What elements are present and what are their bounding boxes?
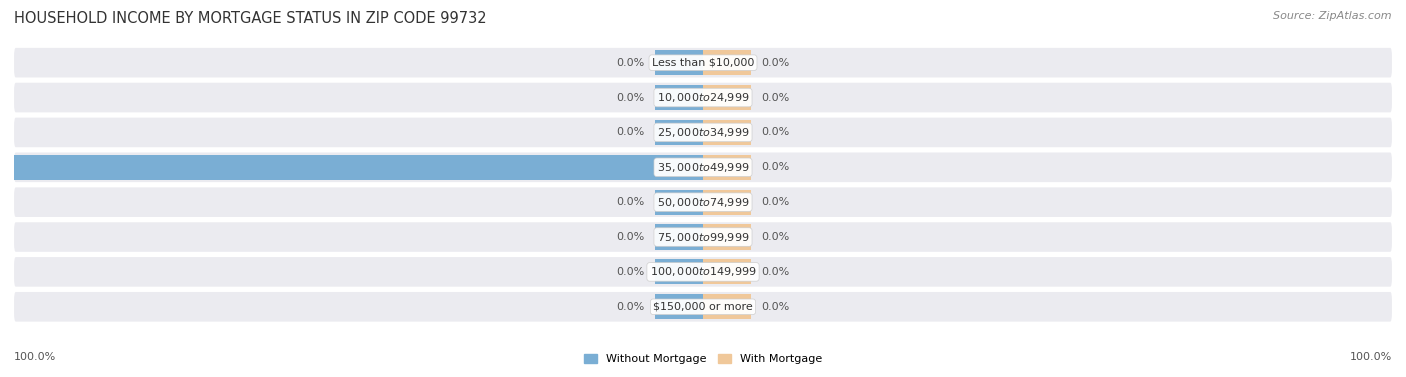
Text: $150,000 or more: $150,000 or more [654,302,752,312]
FancyBboxPatch shape [14,152,1392,182]
Text: Source: ZipAtlas.com: Source: ZipAtlas.com [1274,11,1392,21]
FancyBboxPatch shape [14,222,1392,252]
Bar [655,259,703,285]
Bar [703,259,751,285]
Text: $25,000 to $34,999: $25,000 to $34,999 [657,126,749,139]
Bar [14,155,703,180]
FancyBboxPatch shape [14,118,1392,147]
Text: 100.0%: 100.0% [14,352,56,362]
FancyBboxPatch shape [14,257,1392,287]
Bar [655,120,703,145]
Bar [655,190,703,215]
Text: 100.0%: 100.0% [0,162,4,172]
Text: 0.0%: 0.0% [616,197,644,207]
Text: 0.0%: 0.0% [616,92,644,103]
Legend: Without Mortgage, With Mortgage: Without Mortgage, With Mortgage [579,349,827,369]
Text: 0.0%: 0.0% [762,92,790,103]
Text: Less than $10,000: Less than $10,000 [652,58,754,68]
Bar [703,224,751,250]
Text: 0.0%: 0.0% [762,302,790,312]
Bar [703,85,751,110]
Bar [703,294,751,319]
Text: $75,000 to $99,999: $75,000 to $99,999 [657,231,749,244]
Text: $100,000 to $149,999: $100,000 to $149,999 [650,265,756,278]
Bar [655,224,703,250]
Text: 0.0%: 0.0% [616,58,644,68]
Bar [655,50,703,75]
Text: 100.0%: 100.0% [1350,352,1392,362]
Bar [703,50,751,75]
Text: 0.0%: 0.0% [616,127,644,138]
Text: 0.0%: 0.0% [762,197,790,207]
Bar [655,85,703,110]
Text: $50,000 to $74,999: $50,000 to $74,999 [657,196,749,208]
Bar [703,120,751,145]
Text: 0.0%: 0.0% [616,267,644,277]
Text: 0.0%: 0.0% [616,302,644,312]
Text: HOUSEHOLD INCOME BY MORTGAGE STATUS IN ZIP CODE 99732: HOUSEHOLD INCOME BY MORTGAGE STATUS IN Z… [14,11,486,26]
Text: 0.0%: 0.0% [762,58,790,68]
Text: 0.0%: 0.0% [762,162,790,172]
Bar [703,190,751,215]
FancyBboxPatch shape [14,187,1392,217]
FancyBboxPatch shape [14,83,1392,112]
Text: $10,000 to $24,999: $10,000 to $24,999 [657,91,749,104]
Bar [703,155,751,180]
Text: $35,000 to $49,999: $35,000 to $49,999 [657,161,749,174]
Bar [655,294,703,319]
Text: 0.0%: 0.0% [762,267,790,277]
Text: 0.0%: 0.0% [762,232,790,242]
Text: 0.0%: 0.0% [762,127,790,138]
FancyBboxPatch shape [14,292,1392,322]
FancyBboxPatch shape [14,48,1392,78]
Text: 0.0%: 0.0% [616,232,644,242]
